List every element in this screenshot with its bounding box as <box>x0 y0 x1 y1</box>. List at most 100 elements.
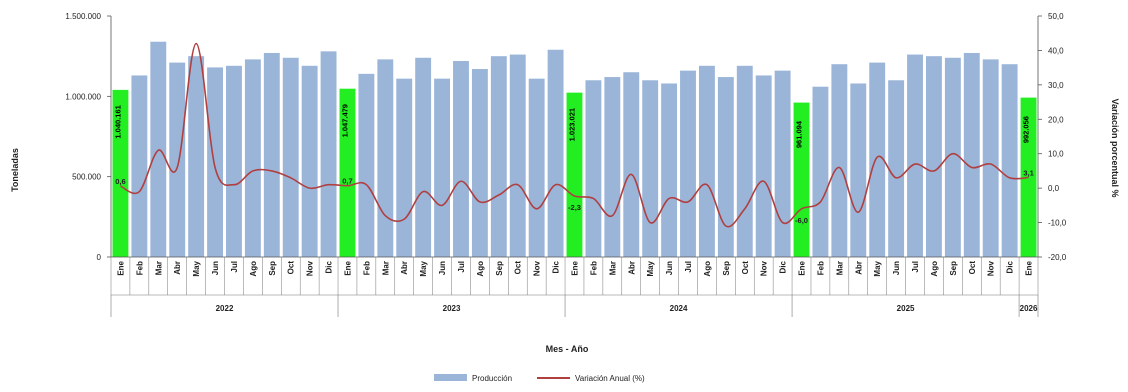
bar-27 <box>623 72 640 257</box>
y-axis-title: Toneladas <box>10 148 20 192</box>
x-month-label-27: Abr <box>627 261 636 275</box>
bar-23 <box>547 49 564 257</box>
bar-42 <box>907 54 923 258</box>
bar-value-label-0: 1.040.161 <box>113 105 122 138</box>
bar-40 <box>869 62 886 258</box>
x-month-label-39: Abr <box>854 261 863 275</box>
line-group <box>120 42 1029 228</box>
x-year-label-2025: 2025 <box>897 304 915 313</box>
x-month-label-7: Ago <box>249 261 258 277</box>
x-month-label-48: Ene <box>1025 260 1034 275</box>
y2-axis-title: Variación porcentual % <box>1110 98 1120 197</box>
x-month-label-37: Feb <box>816 261 825 275</box>
bar-20 <box>490 56 507 257</box>
bar-44 <box>944 57 961 257</box>
bar-43 <box>926 56 942 257</box>
pct-value-label-0: 0,6 <box>115 177 125 186</box>
y2-tick-label-6: 40,0 <box>1048 46 1064 55</box>
y2-tick-label-4: 20,0 <box>1048 115 1064 124</box>
x-month-label-20: Sep <box>495 261 504 276</box>
bar-24 <box>566 92 583 257</box>
x-year-label-2023: 2023 <box>443 304 461 313</box>
x-month-label-34: Nov <box>760 260 769 276</box>
x-month-label-17: Jun <box>438 261 447 275</box>
bar-38 <box>831 64 848 257</box>
pct-value-label-24: -2,3 <box>568 203 581 212</box>
bar-33 <box>736 65 753 257</box>
x-month-label-22: Nov <box>533 260 542 276</box>
x-month-label-4: May <box>192 260 201 276</box>
x-month-label-12: Ene <box>343 260 352 275</box>
y2-tick-label-5: 30,0 <box>1048 81 1064 90</box>
bar-19 <box>471 69 488 258</box>
y-tick-label-0: 0 <box>97 253 102 262</box>
bar-18 <box>453 60 469 257</box>
x-month-label-13: Feb <box>362 261 371 275</box>
pct-value-label-12: 0,7 <box>342 177 352 186</box>
bar-10 <box>301 65 318 257</box>
y2-tick-label-0: -20,0 <box>1048 253 1067 262</box>
bar-14 <box>377 59 394 257</box>
bar-41 <box>888 80 905 258</box>
x-month-label-15: Abr <box>400 261 409 275</box>
data-labels-group: 1.040.161 1.047.479 1.023.021 961.094 992.05… <box>113 104 1033 225</box>
bar-9 <box>282 57 299 257</box>
x-month-label-29: Jun <box>665 261 674 275</box>
x-month-label-36: Ene <box>798 260 807 275</box>
bar-35 <box>774 70 791 257</box>
bar-16 <box>415 57 432 257</box>
axes-group: 0 500.000 1.000.000 1.500.000 -20,0 -10,0 0,0 1… <box>65 12 1067 317</box>
x-month-label-21: Oct <box>514 261 523 275</box>
y-tick-label-1: 500.000 <box>72 173 101 182</box>
bar-25 <box>585 80 602 258</box>
bar-29 <box>661 83 678 257</box>
bar-22 <box>528 78 545 257</box>
y2-tick-label-7: 50,0 <box>1048 12 1064 21</box>
bar-0 <box>112 89 129 257</box>
x-year-label-2024: 2024 <box>670 304 688 313</box>
x-month-label-11: Dic <box>325 260 334 273</box>
x-month-label-2: Mar <box>154 261 163 275</box>
y-tick-label-2: 1.000.000 <box>65 92 101 101</box>
bar-4 <box>188 56 205 257</box>
bar-28 <box>642 80 659 258</box>
pct-value-label-48: 3,1 <box>1023 168 1033 177</box>
x-month-label-43: Ago <box>930 261 939 277</box>
legend-swatch-produccion <box>434 374 467 381</box>
x-month-label-23: Dic <box>552 260 561 273</box>
x-month-label-1: Feb <box>135 261 144 275</box>
x-month-label-25: Feb <box>589 261 598 275</box>
x-year-label-2022: 2022 <box>216 304 234 313</box>
y-tick-label-3: 1.500.000 <box>65 12 101 21</box>
bar-15 <box>396 78 413 257</box>
x-month-label-18: Jul <box>457 261 466 273</box>
x-month-label-47: Dic <box>1006 260 1015 273</box>
bar-6 <box>226 65 242 257</box>
x-month-label-32: Sep <box>722 261 731 276</box>
bar-32 <box>717 77 734 257</box>
bars-group <box>112 41 1037 258</box>
x-month-label-46: Nov <box>987 260 996 276</box>
x-month-label-8: Sep <box>268 261 277 276</box>
variacion-line <box>120 42 1029 228</box>
bar-5 <box>207 67 223 257</box>
x-month-label-40: May <box>873 260 882 276</box>
bar-34 <box>755 75 772 257</box>
bar-48 <box>1020 97 1037 257</box>
bar-36 <box>793 102 810 257</box>
bar-3 <box>169 62 186 258</box>
bar-30 <box>680 70 696 257</box>
x-month-label-3: Abr <box>173 261 182 275</box>
x-month-label-16: May <box>419 260 428 276</box>
x-month-label-0: Ene <box>116 260 125 275</box>
bar-7 <box>244 59 261 257</box>
bar-47 <box>1001 64 1018 257</box>
bar-12 <box>339 88 356 258</box>
bar-11 <box>320 51 337 257</box>
y2-tick-label-1: -10,0 <box>1048 219 1067 228</box>
bar-1 <box>131 75 148 257</box>
bar-26 <box>604 77 621 257</box>
bar-value-label-36: 961.094 <box>795 120 804 148</box>
